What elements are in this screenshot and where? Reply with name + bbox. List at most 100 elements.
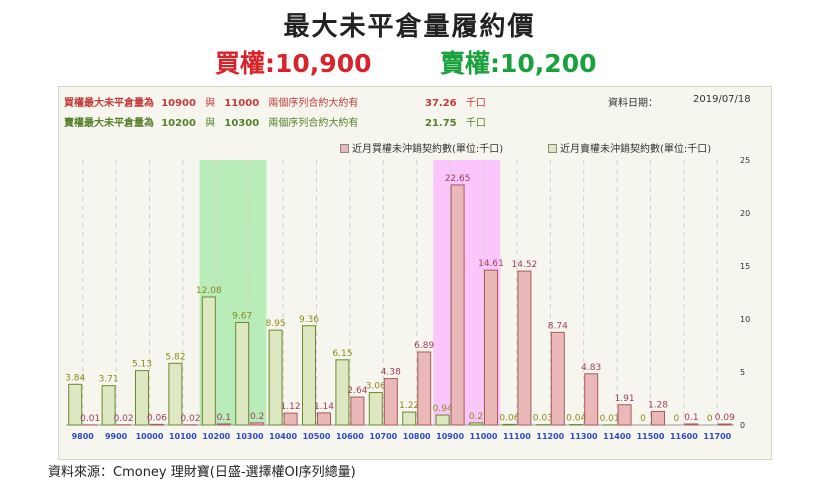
call-info-join: 與 xyxy=(205,98,216,109)
call-info-unit: 千口 xyxy=(465,98,486,109)
bar-put xyxy=(502,423,517,426)
data-label-put: 9.36 xyxy=(299,315,319,325)
bar-put xyxy=(469,422,483,426)
put-info-mid: 兩個序列合約大約有 xyxy=(268,118,359,129)
data-label-call: 22.65 xyxy=(445,174,471,184)
bar-put xyxy=(302,325,316,426)
data-label-call: 1.14 xyxy=(314,402,334,412)
data-label-put: 0 xyxy=(640,414,646,424)
x-tick-label: 11300 xyxy=(570,432,598,441)
bar-call xyxy=(617,404,632,426)
data-label-call: 0.09 xyxy=(715,413,735,423)
x-tick-label: 10400 xyxy=(269,432,297,441)
bar-call xyxy=(450,184,465,426)
y-tick-label: 20 xyxy=(740,209,750,218)
bar-put xyxy=(135,370,149,426)
call-info-amount: 37.26 xyxy=(425,98,457,109)
legend-label-put: 近月賣權未沖銷契約數(單位:千口) xyxy=(560,144,712,155)
bar-call xyxy=(550,331,565,426)
data-label-put: 1.22 xyxy=(399,401,419,411)
chart-title: 最大未平倉量履約價 xyxy=(283,12,536,42)
y-tick-label: 10 xyxy=(740,315,750,324)
data-label-call: 14.61 xyxy=(478,259,504,269)
data-label-put: 0.94 xyxy=(433,404,453,414)
x-tick-label: 10800 xyxy=(403,432,431,441)
put-info-unit: 千口 xyxy=(465,118,486,129)
legend-item-call: 近月買權未沖銷契約數(單位:千口) xyxy=(340,140,503,155)
date-value: 2019/07/18 xyxy=(693,94,751,105)
data-label-call: 0.02 xyxy=(114,414,134,424)
put-max-value: :10,200 xyxy=(490,49,597,78)
bar-call xyxy=(250,422,265,426)
y-tick-label: 5 xyxy=(740,368,745,377)
x-tick-label: 10500 xyxy=(303,432,331,441)
call-max-value: :10,900 xyxy=(265,49,372,78)
bar-call xyxy=(383,378,398,426)
data-label-call: 0.06 xyxy=(147,413,167,423)
bar-call xyxy=(484,269,498,426)
x-tick-label: 10300 xyxy=(236,432,264,441)
call-info-amount-wrap: 37.26 千口 xyxy=(425,94,486,109)
x-tick-label: 11400 xyxy=(603,432,631,441)
data-label-call: 0.2 xyxy=(250,412,264,422)
data-label-put: 8.95 xyxy=(266,319,286,329)
data-label-call: 0.1 xyxy=(217,413,231,423)
x-tick-label: 9900 xyxy=(105,432,128,441)
data-label-put: 0.04 xyxy=(566,414,586,424)
bar-put xyxy=(335,359,350,426)
data-label-put: 6.15 xyxy=(332,349,352,359)
data-label-call: 2.64 xyxy=(347,386,367,396)
call-info-prefix: 買權最大未平倉量為 xyxy=(64,98,154,109)
data-label-put: 9.67 xyxy=(232,311,252,321)
x-tick-label: 10900 xyxy=(436,432,464,441)
data-label-call: 4.38 xyxy=(381,368,401,378)
bar-call xyxy=(150,423,164,426)
bar-put xyxy=(402,411,417,426)
put-info-amount-wrap: 21.75 千口 xyxy=(425,114,486,129)
bar-put xyxy=(101,385,116,426)
bar-call xyxy=(317,412,331,426)
legend-swatch-call xyxy=(340,144,349,153)
y-tick-label: 25 xyxy=(740,156,750,165)
data-label-put: 3.71 xyxy=(99,375,119,385)
put-info-strike2: 10300 xyxy=(224,118,260,129)
call-info-strike2: 11000 xyxy=(224,98,260,109)
call-info-mid: 兩個序列合約大約有 xyxy=(268,98,359,109)
bar-call xyxy=(417,351,432,426)
call-info-strike1: 10900 xyxy=(161,98,196,109)
data-label-call: 0.1 xyxy=(684,413,698,423)
bar-call xyxy=(717,423,732,426)
bar-put xyxy=(235,321,250,426)
x-tick-label: 11200 xyxy=(536,432,564,441)
put-info-prefix: 賣權最大未平倉量為 xyxy=(64,118,154,129)
x-tick-label: 10200 xyxy=(202,432,230,441)
data-label-call: 14.52 xyxy=(512,260,538,270)
put-info-line: 賣權最大未平倉量為 10200 與 10300 兩個序列合約大約有 xyxy=(64,114,358,129)
data-label-call: 1.91 xyxy=(615,394,635,404)
data-label-put: 12.08 xyxy=(196,286,222,296)
data-label-call: 0.01 xyxy=(80,414,100,424)
call-max-strike: 買權:10,900 xyxy=(215,44,372,80)
x-tick-label: 10100 xyxy=(169,432,197,441)
y-tick-label: 0 xyxy=(740,421,745,430)
x-tick-label: 11100 xyxy=(503,432,531,441)
data-label-call: 6.89 xyxy=(414,341,434,351)
data-label-put: 5.13 xyxy=(132,360,152,370)
put-info-join: 與 xyxy=(205,118,216,129)
put-info-strike1: 10200 xyxy=(161,118,196,129)
data-label-call: 1.28 xyxy=(648,400,668,410)
data-label-put: 5.82 xyxy=(165,352,185,362)
legend-item-put: 近月賣權未沖銷契約數(單位:千口) xyxy=(548,140,711,155)
bar-call xyxy=(283,412,298,426)
data-label-put: 3.84 xyxy=(65,373,85,383)
bar-call xyxy=(684,423,699,426)
data-label-put: 0 xyxy=(707,414,713,424)
x-tick-label: 10600 xyxy=(336,432,364,441)
data-label-put: 0 xyxy=(674,414,680,424)
put-max-strike: 賣權:10,200 xyxy=(440,44,597,80)
bar-call xyxy=(350,396,365,426)
x-tick-label: 10000 xyxy=(136,432,164,441)
put-info-amount: 21.75 xyxy=(425,118,457,129)
call-max-label: 買權 xyxy=(215,49,266,78)
